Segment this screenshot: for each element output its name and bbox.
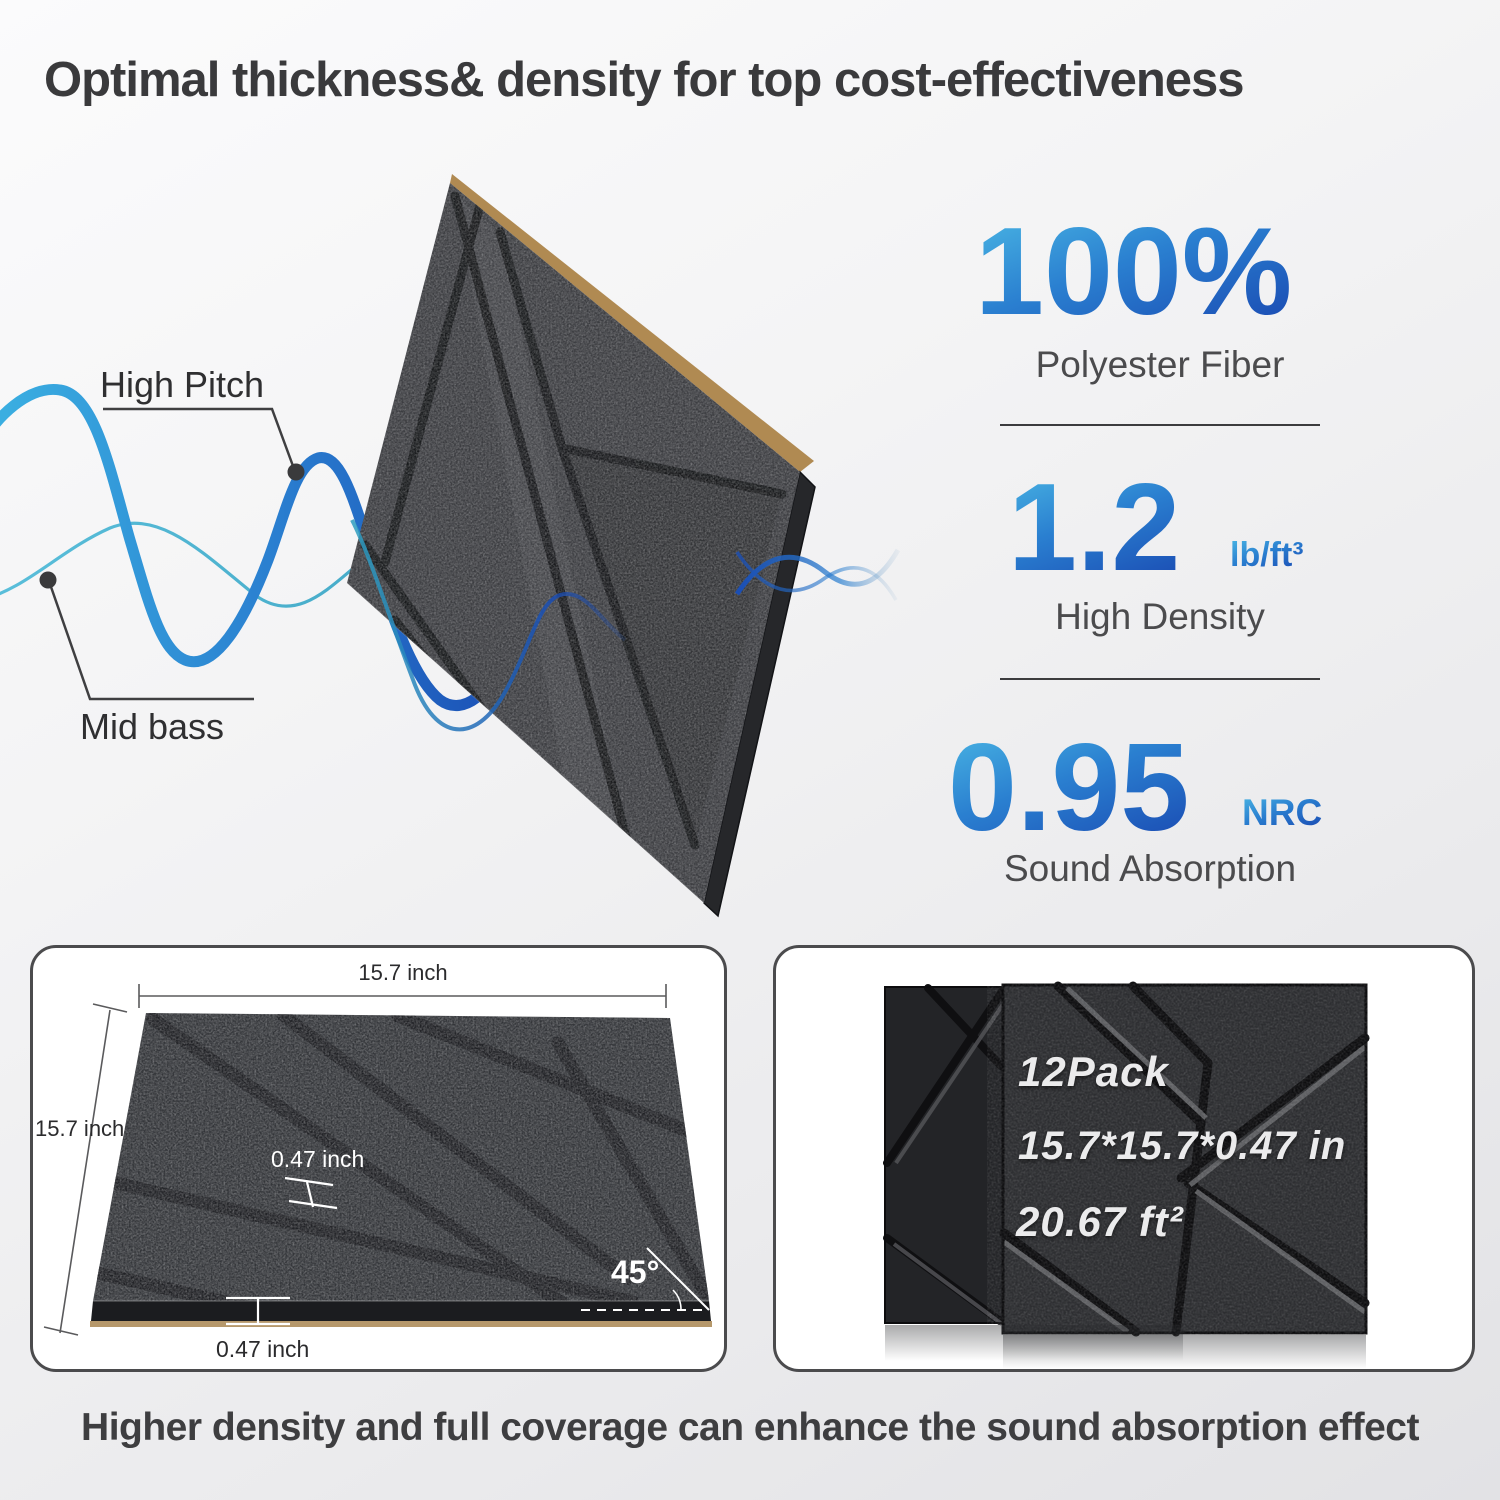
surface-thickness-marker xyxy=(284,1176,338,1210)
pack-panels-graphic xyxy=(883,981,1370,1369)
bevel-angle-label: 45° xyxy=(611,1254,660,1290)
height-dimension-label: 15.7 inch xyxy=(35,1116,125,1141)
annotation-leaders xyxy=(48,407,295,701)
dimension-panel-graphic xyxy=(43,984,712,1336)
front-panel xyxy=(999,981,1370,1337)
dimension-box: 15.7 inch 15.7 inch 0.47 inch 0.47 inch … xyxy=(30,945,727,1372)
edge-thickness-label: 0.47 inch xyxy=(216,1336,310,1362)
pack-count-label: 12Pack xyxy=(1018,1048,1169,1095)
stat-density-value: 1.2 xyxy=(1008,459,1181,597)
footer-caption: Higher density and full coverage can enh… xyxy=(81,1406,1419,1449)
stat-nrc-value: 0.95 xyxy=(948,719,1190,857)
pack-box: 12Pack 15.7*15.7*0.47 in 20.67 ft² xyxy=(773,945,1475,1372)
stat-nrc-unit: NRC xyxy=(1242,792,1323,833)
high-pitch-point-marker xyxy=(287,463,305,481)
stat-polyester-label: Polyester Fiber xyxy=(1035,344,1285,385)
stat-density-unit: lb/ft³ xyxy=(1230,536,1304,574)
width-dimension-label: 15.7 inch xyxy=(358,960,448,985)
bevel-angle-marks xyxy=(581,1247,710,1311)
stats-divider xyxy=(1000,424,1320,426)
acoustic-panel xyxy=(346,174,816,918)
edge-thickness-marker xyxy=(226,1296,290,1326)
stat-polyester-value: 100% xyxy=(975,203,1293,341)
in-panel-wave xyxy=(350,519,627,732)
stat-nrc-label: Sound Absorption xyxy=(1003,848,1297,889)
front-panel-reflection xyxy=(1003,1335,1366,1369)
mid-bass-point-marker xyxy=(39,571,57,589)
stat-density-label: High Density xyxy=(1055,596,1265,637)
pack-size-label: 15.7*15.7*0.47 in xyxy=(1018,1124,1347,1168)
dimension-lines xyxy=(43,984,667,1336)
attenuated-wave xyxy=(734,548,901,601)
stats-divider xyxy=(1000,678,1320,680)
surface-thickness-label: 0.47 inch xyxy=(271,1146,365,1172)
page-title: Optimal thickness& density for top cost-… xyxy=(44,53,1245,107)
mid-bass-label: Mid bass xyxy=(80,706,225,747)
pack-area-label: 20.67 ft² xyxy=(1016,1198,1184,1245)
high-pitch-label: High Pitch xyxy=(100,364,265,405)
high-pitch-wave xyxy=(0,383,516,711)
